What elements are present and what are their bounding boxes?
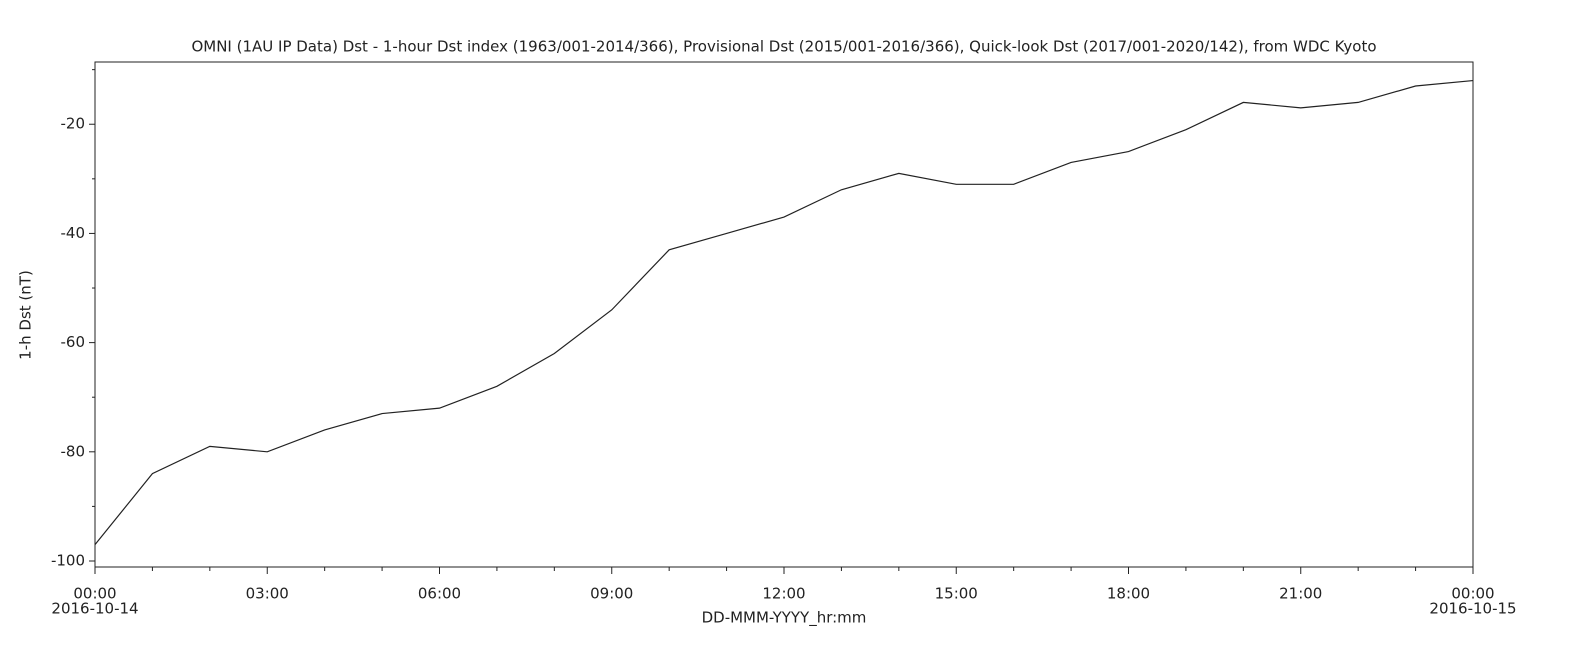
x-axis-label: DD-MMM-YYYY_hr:mm xyxy=(702,609,867,628)
x-date-label: 2016-10-14 xyxy=(51,600,138,618)
x-tick-label: 00:00 xyxy=(73,585,116,603)
plot-frame xyxy=(94,61,1474,568)
x-tick-label: 12:00 xyxy=(762,585,805,603)
y-tick-label: -60 xyxy=(61,333,86,351)
x-tick-label: 18:00 xyxy=(1107,585,1150,603)
chart-title: OMNI (1AU IP Data) Dst - 1-hour Dst inde… xyxy=(191,38,1376,56)
x-tick-label: 00:00 xyxy=(1451,585,1494,603)
y-axis-label: 1-h Dst (nT) xyxy=(17,270,35,360)
y-tick-label: -80 xyxy=(61,442,86,460)
y-tick-label: -40 xyxy=(61,224,86,242)
x-date-label: 2016-10-15 xyxy=(1429,600,1516,618)
x-tick-label: 06:00 xyxy=(418,585,461,603)
y-tick-label: -100 xyxy=(51,551,85,569)
y-tick-label: -20 xyxy=(61,115,86,133)
x-tick-label: 09:00 xyxy=(590,585,633,603)
data-line xyxy=(94,79,1474,545)
x-tick-label: 15:00 xyxy=(935,585,978,603)
x-tick-label: 03:00 xyxy=(246,585,289,603)
x-tick-label: 21:00 xyxy=(1279,585,1322,603)
